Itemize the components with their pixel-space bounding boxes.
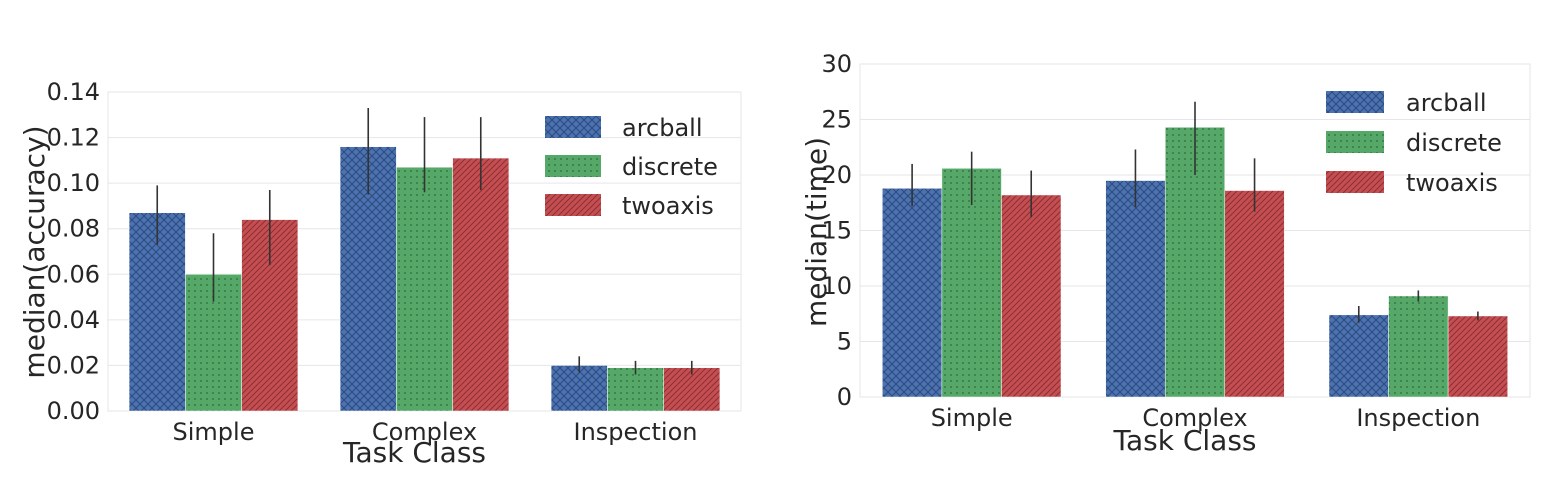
bar-twoaxis-complex (452, 157, 510, 412)
y-tick-label: 30 (821, 50, 852, 78)
legend-label-twoaxis: twoaxis (1406, 169, 1498, 197)
x-tick-label: Complex (372, 418, 477, 446)
legend-label-arcball: arcball (1406, 89, 1487, 117)
x-tick-label: Simple (173, 418, 255, 446)
chart-2: 0 5 10 15 20 25 30 Simple Complex Inspection Task … (800, 50, 1531, 457)
bar-discrete-complex (396, 166, 453, 412)
y-tick-label: 15 (821, 217, 852, 245)
bar-arcball-inspection (1328, 314, 1389, 398)
legend-label-arcball: arcball (622, 114, 703, 142)
x-tick-label: Complex (1142, 404, 1247, 432)
y-tick-label: 0.08 (47, 215, 100, 243)
legend-swatch-discrete (1326, 131, 1384, 153)
x-axis-label: Task Class (1113, 424, 1257, 457)
y-tick-label: 0.02 (47, 351, 100, 379)
bar-twoaxis-inspection (1447, 315, 1508, 398)
legend-swatch-discrete (545, 155, 601, 177)
y-axis-label: median(accuracy) (18, 125, 51, 378)
bar-discrete-simple (941, 168, 1002, 398)
y-tick-label: 0.14 (47, 78, 100, 106)
y-tick-label: 25 (821, 106, 852, 134)
legend-swatch-arcball (545, 116, 601, 138)
legend-swatch-twoaxis (545, 194, 601, 216)
bar-twoaxis-complex (1224, 190, 1285, 398)
y-axis-label: median(time) (800, 137, 833, 327)
bar-twoaxis-inspection (663, 367, 721, 412)
x-axis-label: Task Class (342, 436, 486, 469)
legend: arcball discrete twoaxis (1326, 89, 1502, 197)
legend-label-discrete: discrete (1406, 129, 1502, 157)
y-tick-label: 0.00 (47, 397, 100, 425)
bar-twoaxis-simple (1001, 194, 1062, 398)
bar-arcball-inspection (550, 365, 608, 412)
legend-swatch-arcball (1326, 91, 1384, 113)
legend-label-discrete: discrete (622, 153, 718, 181)
y-tick-label: 0.10 (47, 169, 100, 197)
y-tick-label: 10 (821, 272, 852, 300)
bar-discrete-inspection (607, 367, 664, 412)
y-tick-label: 5 (837, 328, 852, 356)
x-tick-label: Inspection (1356, 404, 1480, 432)
bar-arcball-simple (882, 188, 943, 398)
legend-swatch-twoaxis (1326, 171, 1384, 193)
chart-1: 0.00 0.02 0.04 0.06 0.08 0.10 0.12 0.14 Simple Co… (18, 78, 742, 469)
legend-label-twoaxis: twoaxis (622, 192, 714, 220)
y-tick-label: 0.12 (47, 124, 100, 152)
legend: arcball discrete twoaxis (545, 114, 718, 220)
bar-arcball-complex (1105, 180, 1166, 398)
x-tick-label: Simple (931, 404, 1013, 432)
bar-discrete-inspection (1388, 295, 1449, 398)
y-tick-label: 0.04 (47, 306, 100, 334)
bar-arcball-simple (128, 212, 186, 412)
x-tick-label: Inspection (574, 418, 698, 446)
y-tick-label: 0 (837, 383, 852, 411)
y-tick-label: 20 (821, 161, 852, 189)
y-tick-label: 0.06 (47, 260, 100, 288)
